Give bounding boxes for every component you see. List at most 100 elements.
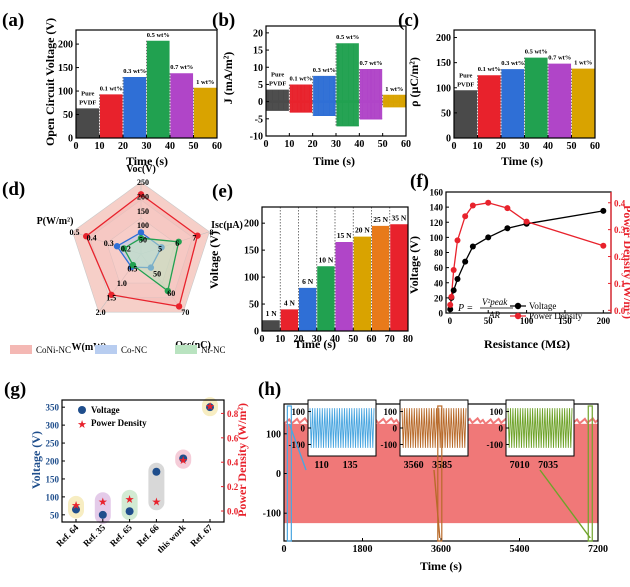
formula-numerator: V²peak <box>482 297 508 307</box>
series-label: 0.3 wt% <box>501 60 524 67</box>
panel-g: (g) Voltage (V) Power Density (W/m²) ★Re… <box>4 379 249 555</box>
y2-tick-label: 0.0 <box>227 507 239 517</box>
series-label: 0.7 wt% <box>548 55 571 62</box>
x-tick-label: 50 <box>348 334 358 345</box>
panel-a-xlabel: Time (s) <box>126 154 168 168</box>
y-tick-label: 200 <box>244 219 259 230</box>
radar-tick-label: 0.4 <box>87 233 97 242</box>
voltage-point <box>206 403 214 412</box>
panel-e-xlabel: Time (s) <box>294 337 336 351</box>
charge-trace <box>548 63 572 137</box>
y-tick-label: 50 <box>249 300 259 311</box>
panel-d-legend: CoNi-NC Co-NC Ni-NC <box>10 345 226 355</box>
voltage-trace <box>170 73 194 138</box>
power-density-point <box>450 266 457 273</box>
x-tick-label: 0 <box>264 139 269 150</box>
radar-tick-label: 50 <box>139 236 147 245</box>
radar-tick-label: 8 <box>209 228 213 237</box>
radar-tick-label: 7 <box>192 233 196 242</box>
charge-trace <box>501 69 525 137</box>
voltage-point <box>98 510 107 519</box>
y-tick-label: 100 <box>244 273 259 284</box>
series-label: 0.3 wt% <box>123 68 146 75</box>
panel-g-ylabel: Voltage (V) <box>29 431 43 489</box>
series-label: 0.1 wt% <box>100 85 123 92</box>
legend-swatch-Co-NC <box>95 345 117 354</box>
panel-d: (d) 5010015020025056785060700.51.01.52.0… <box>2 164 243 355</box>
inset-y-tick-label: 0 <box>393 424 398 434</box>
series-label: 1 wt% <box>574 60 592 67</box>
charge-trace <box>477 75 501 137</box>
voltage-line <box>449 210 604 310</box>
y-tick-label: 200 <box>46 457 60 467</box>
radar-point-CoNi-NC <box>175 303 183 310</box>
x-tick-label: 100 <box>520 316 534 326</box>
panel-h: (h) Time (s) 0 1800 3600 5400 7200 100 0 -100 1… <box>258 379 608 573</box>
series-label: PVDF <box>269 81 286 88</box>
y-tick-label: 0 <box>68 134 73 145</box>
charge-trace <box>524 57 548 137</box>
radar-axis-label: Voc(V) <box>126 164 156 175</box>
x-tick-label: 30 <box>520 141 530 152</box>
inset-y-tick-label: 0 <box>499 424 504 434</box>
y-tick-label: 10 <box>253 63 263 74</box>
y2-tick-label: 0.0 <box>614 306 626 316</box>
series-label: PVDF <box>79 99 96 106</box>
y-tick-label: 50 <box>441 108 451 119</box>
power-density-point <box>462 213 469 220</box>
radar-point-Ni-NC <box>137 234 145 242</box>
x-tick-label: 40 <box>165 141 175 152</box>
y-tick-label: 150 <box>244 246 259 257</box>
y2-tick-label: 0.8 <box>227 409 239 419</box>
inset-source-marker <box>587 405 593 542</box>
inset-source-marker <box>286 405 292 542</box>
panel-b-tag: (b) <box>212 10 235 31</box>
panel-c-tag: (c) <box>398 10 419 31</box>
y-tick-label: 100 <box>46 492 60 502</box>
power-density-point <box>504 205 511 212</box>
voltage-point <box>447 306 454 313</box>
inset-y-tick-label: 100 <box>384 407 398 417</box>
formula-denominator: AR <box>488 310 500 320</box>
force-voltage-trace <box>317 266 335 330</box>
x-tick-label: 30 <box>142 141 152 152</box>
radar-tick-label: 60 <box>167 289 175 298</box>
power-density-star: ★ <box>125 493 135 506</box>
series-label: 35 N <box>391 213 406 222</box>
panel-h-xlabel: Time (s) <box>420 559 462 573</box>
x-tick-label: 40 <box>354 139 364 150</box>
panel-g-axes: 50 100 150 200 250 300 350 0.0 0.2 0.4 0.6 0.8 <box>46 399 239 523</box>
x-tick-label: 20 <box>118 141 128 152</box>
radar-point-Ni-NC <box>129 261 137 269</box>
y-tick-label: 150 <box>58 63 73 74</box>
x-tick-label: 70 <box>385 334 395 345</box>
series-label: 1 wt% <box>196 79 214 86</box>
x-tick-label: 30 <box>312 334 322 345</box>
x-tick-label: 40 <box>330 334 340 345</box>
legend-power-marker: ★ <box>77 418 87 431</box>
y2-tick-label: 0.2 <box>227 482 239 492</box>
inset-x-tick-label: 7010 <box>510 460 530 471</box>
series-label: 1 wt% <box>385 86 403 93</box>
x-tick-label: 60 <box>401 139 411 150</box>
y2-tick-label: 0.2 <box>614 252 626 262</box>
voltage-point <box>179 454 188 463</box>
y-tick-label: 100 <box>430 233 444 243</box>
panel-h-insets: 1000-1001101351000-100356035851000-10070… <box>286 399 593 542</box>
y-tick-label: 100 <box>436 83 451 94</box>
x-tick-label: 150 <box>558 316 572 326</box>
y-tick-label: -10 <box>250 132 263 143</box>
panel-c-axes: 0 10 20 30 40 50 60 0 50 100 150 200 <box>436 29 600 152</box>
radar-tick-label: 0.5 <box>127 265 137 274</box>
inset-y-tick-label: 100 <box>490 407 504 417</box>
power-density-point <box>448 293 455 300</box>
panel-e-ylabel: Voltage (V) <box>207 231 221 289</box>
power-density-point <box>454 237 461 244</box>
charge-trace <box>571 68 595 137</box>
radar-tick-label: 6 <box>175 239 179 248</box>
voltage-point <box>485 234 492 241</box>
charge-trace <box>454 90 478 137</box>
panel-g-ylabel2: Power Density (W/m²) <box>235 403 249 517</box>
y-tick-label: 80 <box>434 248 444 258</box>
